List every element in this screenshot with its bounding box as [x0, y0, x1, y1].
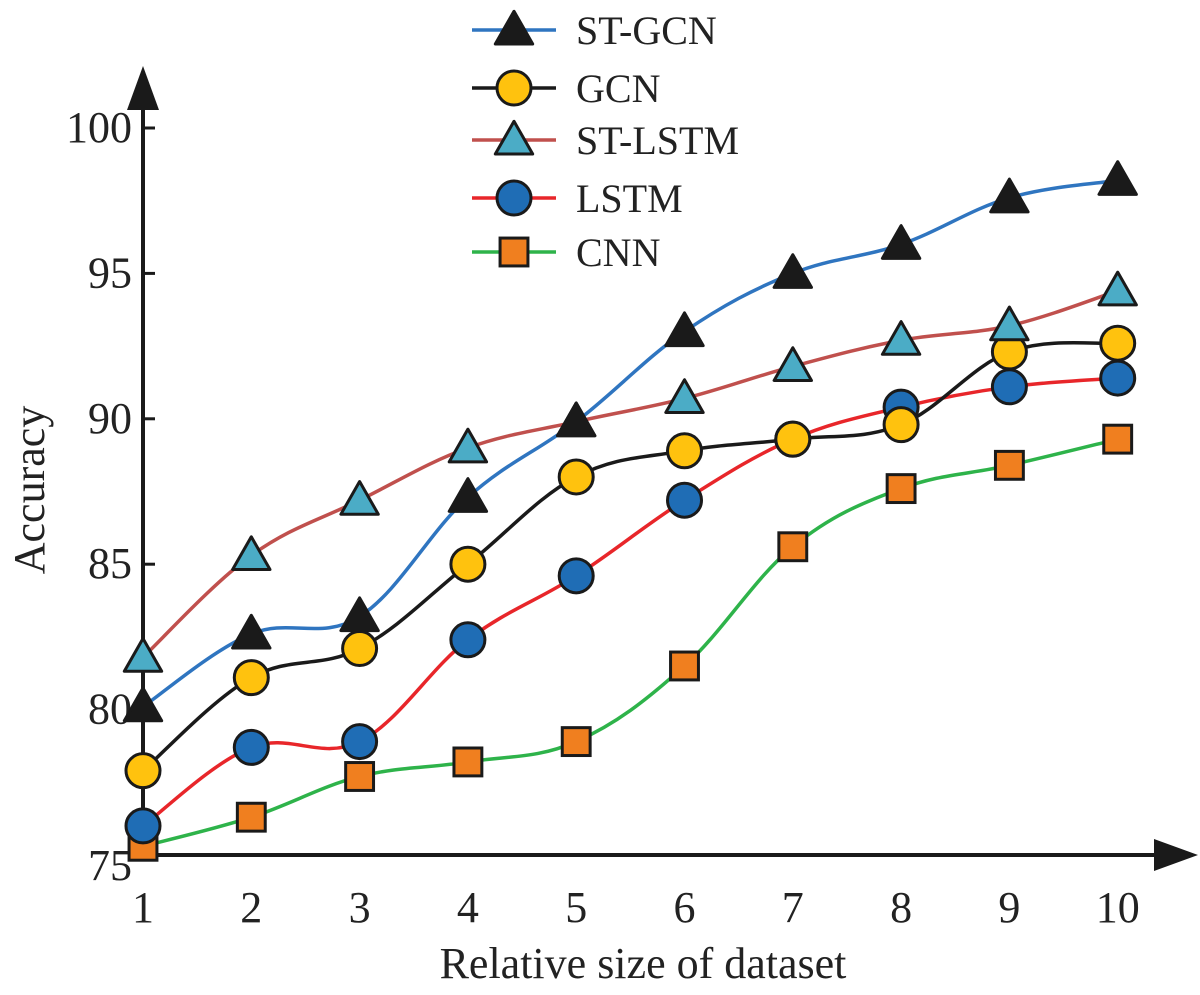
data-point-lstm [124, 807, 162, 845]
data-point-st-lstm [122, 637, 164, 673]
data-point-st-gcn [231, 613, 272, 650]
legend-marker-st-lstm [493, 119, 535, 156]
series-line-st-gcn [142, 178, 1118, 709]
data-point-cnn [777, 531, 809, 563]
legend-label-st-gcn: ST-GCN [576, 8, 717, 53]
data-point-st-gcn [1097, 160, 1138, 196]
data-point-cnn [235, 801, 267, 833]
y-tick-label: 90 [88, 394, 132, 443]
legend-marker-cnn [498, 236, 530, 268]
data-point-cnn [344, 761, 376, 792]
series-line-cnn [142, 437, 1119, 848]
data-point-lstm [666, 481, 703, 519]
y-tick-label: 85 [88, 539, 132, 588]
data-point-st-gcn [772, 253, 813, 289]
data-point-lstm [341, 723, 379, 761]
data-point-st-lstm [664, 378, 705, 414]
y-axis-title: Accuracy [5, 406, 54, 575]
legend-marker-st-gcn [493, 9, 535, 46]
series-line-lstm [141, 376, 1118, 828]
data-point-gcn [774, 420, 812, 458]
data-point-lstm [1099, 359, 1137, 397]
data-point-st-lstm [989, 305, 1030, 342]
data-point-st-gcn [880, 224, 922, 260]
data-point-cnn [560, 726, 592, 758]
data-point-st-gcn [664, 311, 705, 348]
y-tick-label: 95 [88, 248, 132, 297]
x-tick-label: 1 [132, 883, 154, 932]
x-tick-label: 7 [782, 883, 804, 932]
x-tick-label: 6 [674, 883, 696, 932]
legend-label-gcn: GCN [576, 66, 660, 111]
data-point-gcn [341, 630, 379, 668]
legend-marker-lstm [495, 179, 533, 217]
y-tick-label: 100 [66, 103, 132, 152]
x-tick-label: 9 [998, 883, 1020, 932]
data-point-gcn [124, 752, 162, 790]
x-tick-label: 8 [890, 883, 912, 932]
data-point-gcn [1099, 324, 1137, 362]
data-point-st-lstm [339, 480, 380, 516]
data-point-st-lstm [447, 427, 489, 464]
data-point-lstm [990, 368, 1028, 406]
data-point-lstm [232, 728, 270, 766]
y-axis-arrow [127, 66, 159, 110]
legend-label-st-lstm: ST-LSTM [576, 118, 739, 163]
x-tick-label: 2 [240, 883, 262, 932]
data-point-st-gcn [339, 596, 380, 633]
data-point-lstm [557, 557, 595, 595]
x-tick-label: 5 [565, 883, 587, 932]
legend-label-lstm: LSTM [576, 176, 683, 221]
x-axis-arrow [1154, 839, 1198, 871]
data-point-gcn [232, 659, 270, 697]
series-line-st-lstm [141, 289, 1119, 659]
data-point-gcn [557, 458, 595, 496]
data-point-cnn [885, 473, 917, 505]
data-point-st-lstm [231, 535, 272, 572]
data-point-gcn [449, 545, 487, 583]
y-tick-label: 80 [88, 685, 132, 734]
legend-marker-gcn [495, 69, 533, 107]
data-point-st-lstm [772, 346, 813, 382]
x-axis-title: Relative size of dataset [440, 939, 847, 988]
series-line-gcn [141, 340, 1118, 772]
data-point-cnn [1102, 423, 1134, 455]
y-tick-label: 75 [88, 841, 132, 890]
x-tick-label: 3 [349, 883, 371, 932]
x-tick-label: 10 [1096, 883, 1140, 932]
data-point-st-gcn [122, 686, 164, 723]
data-point-st-gcn [556, 401, 597, 438]
data-point-gcn [666, 432, 703, 470]
data-point-lstm [449, 621, 487, 659]
data-point-cnn [669, 650, 700, 682]
data-point-st-gcn [447, 477, 489, 513]
x-tick-label: 4 [457, 883, 479, 932]
data-point-st-lstm [880, 320, 922, 356]
data-point-st-lstm [1097, 270, 1138, 307]
data-point-st-gcn [989, 177, 1030, 214]
data-point-cnn [452, 746, 484, 778]
legend-label-cnn: CNN [576, 230, 660, 275]
data-point-gcn [882, 406, 920, 444]
data-point-cnn [993, 449, 1025, 481]
